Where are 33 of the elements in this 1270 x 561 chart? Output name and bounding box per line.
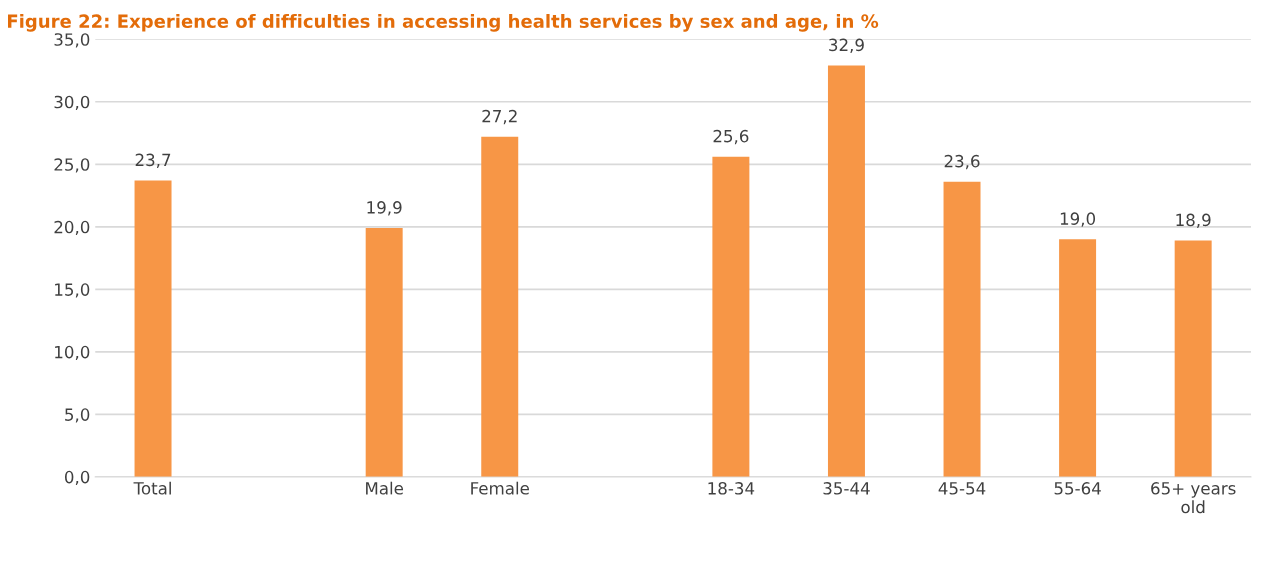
y-tick-label: 25,0	[54, 158, 90, 173]
bar	[943, 181, 981, 477]
bar	[481, 136, 519, 477]
x-tick-label: 65+ years old	[1151, 482, 1236, 514]
bar	[827, 65, 865, 477]
bar	[712, 156, 750, 477]
data-label: 18,9	[1176, 213, 1211, 228]
y-tick-label: 10,0	[55, 345, 90, 361]
chart-title: Figure 22: Experience of difficulties in accessing health services by sex and age, in %	[8, 14, 879, 32]
data-label: 32,9	[829, 38, 864, 53]
y-tick-label: 35,0	[54, 33, 90, 48]
x-tick-label: 18-34	[708, 482, 755, 495]
x-tick-label: Total	[133, 481, 171, 495]
y-tick-label: 20,0	[54, 220, 90, 236]
bar	[1059, 239, 1097, 477]
bar	[1174, 240, 1212, 477]
bar	[365, 228, 403, 477]
data-label: 27,2	[482, 109, 517, 125]
data-label: 19,9	[367, 201, 402, 216]
x-tick-label: Male	[366, 481, 404, 495]
y-tick-label: 30,0	[54, 95, 90, 111]
x-tick-label: 45-54	[938, 482, 986, 495]
y-tick-label: 5,0	[65, 408, 90, 423]
data-label: 25,6	[713, 129, 749, 145]
x-tick-label: 35-44	[823, 482, 870, 495]
data-label: 23,7	[135, 153, 171, 168]
data-label: 23,6	[944, 154, 980, 170]
x-tick-label: 55-64	[1054, 482, 1101, 495]
y-tick-label: 0,0	[64, 470, 90, 486]
bar	[134, 180, 172, 477]
data-label: 19,0	[1060, 212, 1096, 227]
x-tick-label: Female	[471, 481, 529, 495]
y-tick-label: 15,0	[55, 283, 90, 298]
